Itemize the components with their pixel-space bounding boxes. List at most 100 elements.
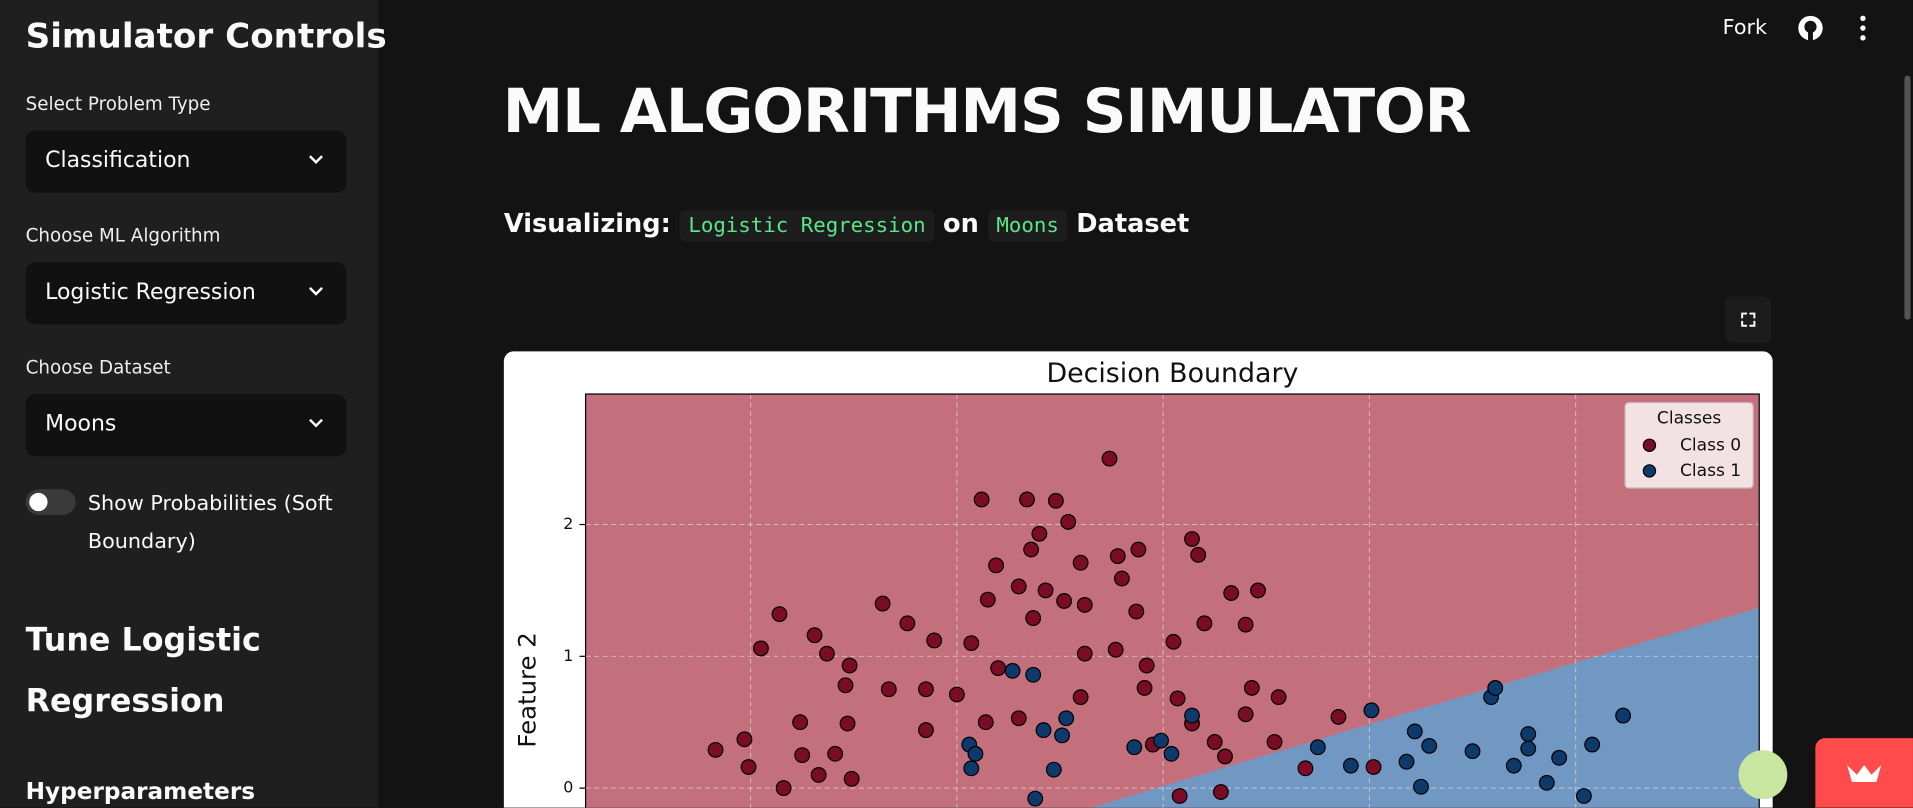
data-point bbox=[1027, 790, 1044, 807]
data-point bbox=[1060, 513, 1077, 530]
select-value: Classification bbox=[45, 147, 191, 174]
field-label: Choose ML Algorithm bbox=[25, 224, 221, 247]
data-point bbox=[839, 715, 856, 732]
data-point bbox=[1270, 689, 1287, 706]
data-point bbox=[1615, 707, 1632, 724]
data-point bbox=[1330, 708, 1347, 725]
y-axis-label: Feature 2 bbox=[512, 632, 541, 747]
data-point bbox=[1058, 710, 1075, 727]
data-point bbox=[977, 714, 994, 731]
data-point bbox=[1076, 596, 1093, 613]
data-point bbox=[1196, 615, 1213, 632]
data-point bbox=[1136, 680, 1153, 696]
y-tick-label: 2 bbox=[563, 514, 573, 533]
avatar[interactable] bbox=[1738, 750, 1788, 800]
toggle-label: Show Probabilities (Soft Boundary) bbox=[87, 491, 333, 554]
data-point bbox=[1128, 603, 1145, 620]
y-tick-label: 0 bbox=[563, 778, 573, 797]
data-point bbox=[1169, 690, 1186, 707]
data-point bbox=[1004, 662, 1021, 679]
data-point bbox=[1184, 531, 1200, 547]
data-point bbox=[827, 745, 844, 762]
data-point bbox=[794, 747, 811, 764]
data-point bbox=[1130, 541, 1147, 558]
data-point bbox=[1047, 492, 1064, 509]
data-point bbox=[874, 595, 891, 612]
data-point bbox=[1010, 710, 1027, 727]
data-point bbox=[1184, 707, 1200, 724]
legend-title: Classes bbox=[1657, 408, 1721, 428]
data-point bbox=[1421, 737, 1438, 754]
data-point bbox=[1538, 774, 1555, 791]
data-point bbox=[1045, 761, 1062, 778]
scrollbar[interactable] bbox=[1904, 75, 1911, 320]
data-point bbox=[1025, 610, 1042, 627]
region-class-1 bbox=[1090, 607, 1760, 808]
streamlit-badge[interactable] bbox=[1815, 738, 1913, 808]
data-point bbox=[1126, 739, 1143, 756]
data-point bbox=[1406, 723, 1423, 740]
data-point bbox=[1584, 736, 1601, 753]
data-point bbox=[926, 632, 943, 649]
data-point bbox=[1206, 734, 1223, 750]
data-point bbox=[963, 635, 980, 652]
data-point bbox=[1297, 760, 1314, 777]
toggle[interactable] bbox=[25, 489, 76, 515]
data-point bbox=[1217, 748, 1233, 765]
subsection-title: Hyperparameters bbox=[25, 778, 256, 806]
data-point bbox=[1487, 680, 1504, 696]
data-point bbox=[1035, 722, 1052, 739]
chevron bbox=[309, 287, 323, 296]
subtitle-text: Visualizing: bbox=[503, 208, 671, 238]
legend-label: Class 1 bbox=[1680, 461, 1741, 481]
data-point bbox=[967, 745, 984, 762]
data-point bbox=[1138, 657, 1155, 674]
data-point bbox=[1163, 745, 1180, 762]
data-point bbox=[843, 770, 860, 787]
y-tick-label: 1 bbox=[563, 646, 573, 665]
data-point bbox=[1072, 554, 1089, 571]
github-icon[interactable] bbox=[1797, 15, 1824, 42]
data-point bbox=[1072, 689, 1089, 706]
code-algorithm: Logistic Regression bbox=[679, 209, 935, 242]
subtitle-text: Dataset bbox=[1076, 208, 1190, 238]
data-point bbox=[1165, 633, 1182, 650]
chevron bbox=[309, 155, 323, 164]
data-point bbox=[1250, 582, 1266, 599]
chart-title: Decision Boundary bbox=[1046, 358, 1298, 389]
select-box[interactable]: Logistic Regression bbox=[25, 262, 347, 325]
select-box[interactable]: Moons bbox=[25, 394, 347, 457]
chevron bbox=[309, 418, 323, 428]
data-point bbox=[1025, 666, 1042, 683]
data-point bbox=[1113, 570, 1130, 587]
data-point bbox=[1342, 757, 1359, 774]
data-point bbox=[841, 657, 858, 674]
data-point bbox=[1363, 702, 1380, 719]
legend-label: Class 0 bbox=[1680, 435, 1741, 455]
data-point bbox=[973, 491, 990, 508]
data-point bbox=[979, 591, 996, 608]
data-point bbox=[1505, 757, 1522, 774]
data-point bbox=[1023, 541, 1040, 558]
field-label: Select Problem Type bbox=[25, 92, 211, 115]
select-value: Logistic Regression bbox=[45, 279, 256, 305]
data-point bbox=[1019, 491, 1035, 508]
sidebar: Simulator Controls Select Problem Type C… bbox=[0, 0, 387, 808]
data-point bbox=[990, 660, 1007, 677]
data-point bbox=[1551, 749, 1568, 766]
legend-marker bbox=[1642, 438, 1657, 453]
data-point bbox=[806, 627, 823, 644]
select-box[interactable]: Classification bbox=[25, 130, 347, 193]
field-label: Choose Dataset bbox=[25, 356, 171, 379]
fork-button[interactable]: Fork bbox=[1722, 15, 1768, 41]
data-point bbox=[1190, 546, 1207, 563]
data-point bbox=[775, 780, 792, 797]
fullscreen-button[interactable] bbox=[1725, 296, 1772, 343]
menu-icon[interactable] bbox=[1857, 15, 1869, 42]
chart: Decision Boundary-10123-1012Feature 2Cla… bbox=[512, 358, 1760, 808]
sidebar-title: Simulator Controls bbox=[25, 15, 387, 57]
data-point bbox=[1153, 732, 1170, 749]
data-point bbox=[1520, 726, 1537, 742]
